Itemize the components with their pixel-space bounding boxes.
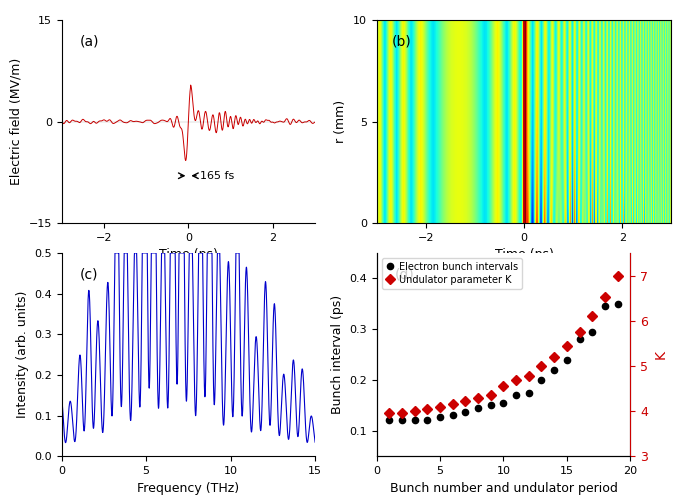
Electron bunch intervals bbox=[613, 301, 621, 307]
Undulator parameter K bbox=[512, 377, 521, 383]
Undulator parameter K bbox=[461, 398, 469, 404]
Undulator parameter K bbox=[601, 294, 609, 300]
Electron bunch intervals bbox=[486, 403, 495, 409]
Line: Electron bunch intervals: Electron bunch intervals bbox=[386, 301, 621, 423]
Y-axis label: r (mm): r (mm) bbox=[334, 100, 347, 143]
Y-axis label: Intensity (arb. units): Intensity (arb. units) bbox=[16, 291, 29, 418]
Electron bunch intervals bbox=[525, 390, 533, 396]
Text: 165 fs: 165 fs bbox=[200, 171, 234, 181]
Legend: Electron bunch intervals, Undulator parameter K: Electron bunch intervals, Undulator para… bbox=[382, 258, 522, 289]
Undulator parameter K bbox=[423, 406, 432, 412]
Electron bunch intervals bbox=[474, 405, 482, 411]
Undulator parameter K bbox=[575, 329, 584, 335]
Undulator parameter K bbox=[550, 354, 558, 360]
Text: (d): (d) bbox=[395, 267, 414, 281]
Undulator parameter K bbox=[499, 383, 508, 389]
Undulator parameter K bbox=[386, 410, 394, 416]
Electron bunch intervals bbox=[398, 417, 406, 423]
X-axis label: Time (ps): Time (ps) bbox=[495, 248, 553, 261]
Electron bunch intervals bbox=[601, 304, 609, 310]
Undulator parameter K bbox=[537, 363, 545, 369]
Y-axis label: Electric field (MV/m): Electric field (MV/m) bbox=[10, 58, 23, 185]
Undulator parameter K bbox=[449, 401, 457, 407]
Electron bunch intervals bbox=[550, 367, 558, 373]
Electron bunch intervals bbox=[436, 414, 444, 420]
Line: Undulator parameter K: Undulator parameter K bbox=[386, 272, 621, 417]
Text: (c): (c) bbox=[79, 267, 98, 281]
Undulator parameter K bbox=[474, 395, 482, 401]
Electron bunch intervals bbox=[499, 400, 508, 406]
Undulator parameter K bbox=[588, 313, 596, 319]
X-axis label: Time (ps): Time (ps) bbox=[159, 248, 218, 261]
Text: (b): (b) bbox=[392, 34, 411, 48]
Y-axis label: Bunch interval (ps): Bunch interval (ps) bbox=[331, 295, 344, 414]
Electron bunch intervals bbox=[386, 417, 394, 423]
Undulator parameter K bbox=[486, 392, 495, 398]
Electron bunch intervals bbox=[512, 392, 521, 398]
X-axis label: Bunch number and undulator period: Bunch number and undulator period bbox=[390, 482, 617, 495]
Undulator parameter K bbox=[436, 404, 444, 410]
Y-axis label: K: K bbox=[653, 350, 667, 359]
Undulator parameter K bbox=[525, 373, 533, 379]
Electron bunch intervals bbox=[562, 357, 571, 363]
Undulator parameter K bbox=[411, 408, 419, 414]
Undulator parameter K bbox=[562, 343, 571, 349]
Electron bunch intervals bbox=[449, 412, 457, 418]
X-axis label: Frequency (THz): Frequency (THz) bbox=[137, 482, 240, 495]
Undulator parameter K bbox=[398, 410, 406, 416]
Text: (a): (a) bbox=[79, 34, 99, 48]
Electron bunch intervals bbox=[575, 336, 584, 342]
Electron bunch intervals bbox=[411, 417, 419, 423]
Electron bunch intervals bbox=[537, 377, 545, 383]
Undulator parameter K bbox=[613, 273, 621, 279]
Electron bunch intervals bbox=[461, 409, 469, 415]
Electron bunch intervals bbox=[588, 329, 596, 335]
Electron bunch intervals bbox=[423, 417, 432, 423]
